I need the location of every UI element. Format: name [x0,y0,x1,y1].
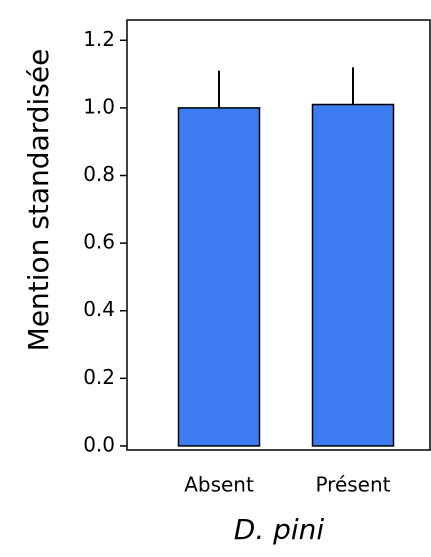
x-tick-label: Absent [184,473,254,497]
bar [311,103,395,447]
y-tick-label: 0.4 [83,297,115,321]
y-tick-label: 0.8 [83,162,115,186]
y-tick-label: 1.0 [83,94,115,118]
plot-frame [126,19,431,451]
y-tick-label: 1.2 [83,27,115,51]
bar [177,107,261,447]
y-tick-label: 0.6 [83,230,115,254]
x-axis-label: D. pini [234,513,325,546]
y-tick-label: 0.2 [83,365,115,389]
y-axis-label: Mention standardisée [22,49,55,352]
x-tick-label: Présent [315,473,390,497]
y-tick-label: 0.0 [83,432,115,456]
